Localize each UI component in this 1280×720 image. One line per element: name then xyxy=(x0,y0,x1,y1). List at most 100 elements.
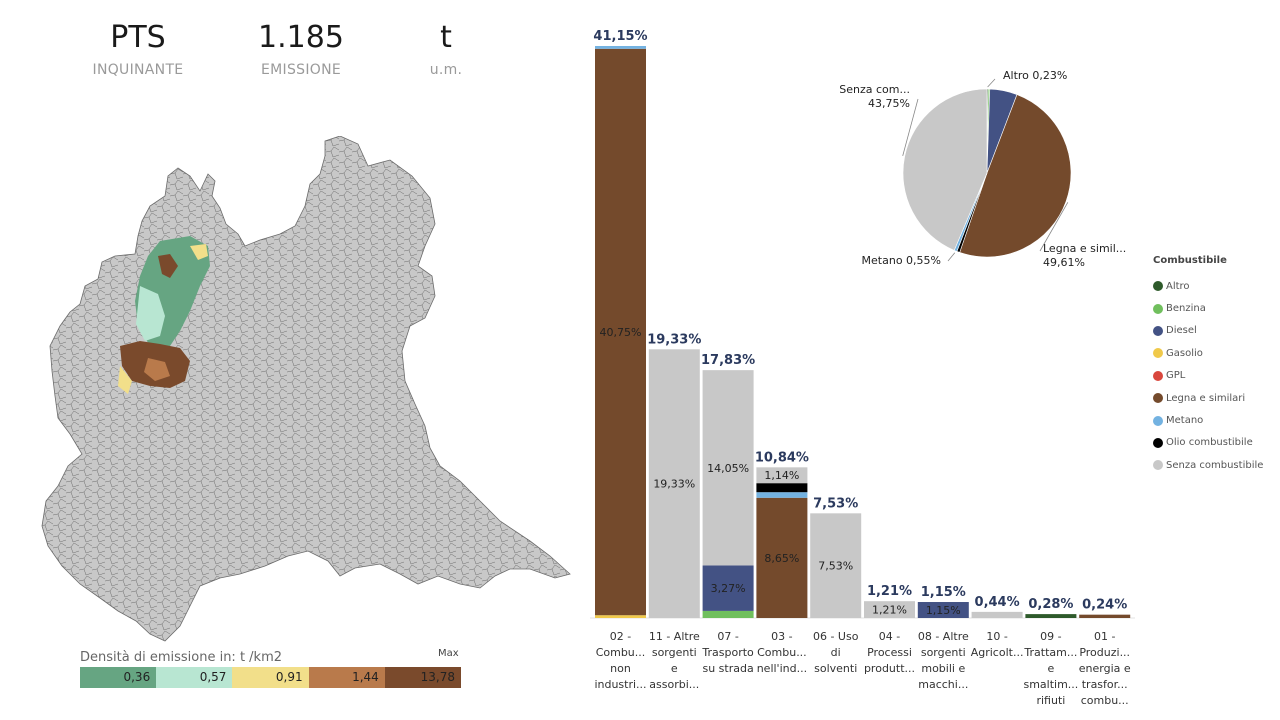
legend-dot-icon xyxy=(1153,348,1163,359)
density-zone-brown-north[interactable] xyxy=(158,254,178,278)
combustibile-legend-item[interactable]: Senza combustibile xyxy=(1153,454,1263,476)
kpi-pollutant-value: PTS xyxy=(110,20,166,55)
combustibile-legend-item[interactable]: Legna e similari xyxy=(1153,387,1263,409)
combustibile-legend: Combustibile Altro Benzina Diesel Gasolio GP… xyxy=(1153,255,1263,477)
kpi-emission: 1.185 EMISSIONE xyxy=(231,18,371,78)
category-label: Processi xyxy=(867,646,912,659)
combustibile-legend-item[interactable]: GPL xyxy=(1153,365,1263,387)
bar-segment[interactable] xyxy=(1025,614,1077,618)
combustibile-legend-label: Benzina xyxy=(1166,303,1206,315)
bar-segment[interactable] xyxy=(810,513,862,618)
bar-segment[interactable] xyxy=(702,610,754,618)
combustibile-legend-item[interactable]: Metano xyxy=(1153,409,1263,431)
combustibile-legend-label: GPL xyxy=(1166,370,1186,382)
kpi-pollutant-label: INQUINANTE xyxy=(92,62,184,78)
bar-segment-label: 1,15% xyxy=(926,604,961,617)
category-label: 01 - xyxy=(1094,630,1115,643)
bar-segment-label: 3,27% xyxy=(711,582,746,595)
bar-segment[interactable] xyxy=(648,349,700,618)
bar-total-label: 17,83% xyxy=(701,353,755,368)
pie-slice-label: Senza com... xyxy=(839,83,910,96)
kpi-pollutant: PTS INQUINANTE xyxy=(68,18,208,78)
legend-dot-icon xyxy=(1153,370,1163,381)
bar-segment[interactable] xyxy=(756,467,808,484)
category-label: Trattam... xyxy=(1023,646,1077,659)
category-label: solventi xyxy=(814,662,857,675)
bar-segment[interactable] xyxy=(595,46,646,49)
combustibile-legend-label: Olio combustibile xyxy=(1166,437,1253,449)
combustibile-legend-label: Diesel xyxy=(1166,325,1197,337)
pie-leader-line xyxy=(947,252,956,262)
kpi-unit-label: u.m. xyxy=(429,62,463,78)
bar-segment-label: 19,33% xyxy=(653,478,695,491)
pie-slice-label: Metano 0,55% xyxy=(862,254,941,267)
combustibile-legend-label: Gasolio xyxy=(1166,347,1203,359)
density-legend-bin: 0,57 xyxy=(156,667,233,688)
bar-chart: 40,75% 41,15% 02 - Combu... non industri... 19… xyxy=(590,29,1135,707)
category-label: sorgenti xyxy=(652,646,697,659)
combustibile-legend-label: Senza combustibile xyxy=(1166,459,1264,471)
category-label: macchi... xyxy=(918,678,968,691)
legend-dot-icon xyxy=(1153,393,1163,404)
bar-total-label: 1,15% xyxy=(921,585,966,600)
kpi-emission-value: 1.185 xyxy=(258,20,344,55)
bar-segment-label: 8,65% xyxy=(764,552,799,565)
lombardy-density-map[interactable] xyxy=(40,136,580,644)
density-legend-bin: 0,91 xyxy=(232,667,309,688)
bar-segment[interactable] xyxy=(756,492,808,498)
density-zone-lightgreen[interactable] xyxy=(136,286,165,341)
pie-leader-line xyxy=(902,98,919,156)
category-label: 04 - xyxy=(879,630,900,643)
bar-total-label: 10,84% xyxy=(755,450,809,465)
bar-segment[interactable] xyxy=(917,602,969,618)
bar-segment[interactable] xyxy=(756,497,808,618)
municipality-borders xyxy=(42,136,570,641)
category-label: nell'ind... xyxy=(757,662,807,675)
combustibile-legend-item[interactable]: Benzina xyxy=(1153,297,1263,319)
combustibile-legend-title: Combustibile xyxy=(1153,255,1227,266)
pie-slice-label: Legna e simil... xyxy=(1043,242,1126,255)
category-label: 11 - Altre xyxy=(649,630,700,643)
combustibile-legend-label: Altro xyxy=(1166,280,1190,292)
bar-segment[interactable] xyxy=(971,611,1023,618)
legend-dot-icon xyxy=(1153,281,1163,292)
bar-segment[interactable] xyxy=(595,48,646,616)
density-zone-yellow-north[interactable] xyxy=(190,244,208,260)
bar-segment[interactable] xyxy=(702,565,754,611)
bar-total-label: 0,28% xyxy=(1028,597,1073,612)
density-legend-title: Densità di emissione in: t /km2 xyxy=(80,650,283,665)
bar-segment[interactable] xyxy=(1079,614,1131,618)
bar-segment[interactable] xyxy=(756,483,808,493)
bar-segment[interactable] xyxy=(595,615,646,618)
category-label: Combu... xyxy=(757,646,807,659)
category-label: di xyxy=(831,646,841,659)
category-label: Agricolt... xyxy=(971,646,1024,659)
pie-chart: Altro 0,23% Legna e simil...49,61% Metano … xyxy=(839,69,1126,269)
kpi-emission-label: EMISSIONE xyxy=(261,62,341,78)
category-label: e xyxy=(1048,662,1055,675)
kpi-unit-value: t xyxy=(440,20,452,55)
legend-dot-icon xyxy=(1153,415,1163,426)
combustibile-legend-item[interactable]: Gasolio xyxy=(1153,342,1263,364)
combustibile-legend-item[interactable]: Altro xyxy=(1153,275,1263,297)
bar-segment[interactable] xyxy=(864,601,915,618)
legend-dot-icon xyxy=(1153,325,1163,336)
category-label: 08 - Altre xyxy=(918,630,969,643)
combustibile-legend-item[interactable]: Diesel xyxy=(1153,320,1263,342)
category-label: Trasporto xyxy=(701,646,754,659)
pie-slice-label: Altro 0,23% xyxy=(1003,69,1067,82)
category-label: 03 - xyxy=(771,630,792,643)
category-label: energia e xyxy=(1079,662,1131,675)
pie-leader-line xyxy=(987,78,996,88)
combustibile-legend-label: Legna e similari xyxy=(1166,392,1246,404)
combustibile-legend-item[interactable]: Olio combustibile xyxy=(1153,432,1263,454)
category-label: 09 - xyxy=(1040,630,1061,643)
pie-slice[interactable] xyxy=(959,94,1072,258)
bar-segment[interactable] xyxy=(702,370,754,566)
bar-total-label: 41,15% xyxy=(593,29,647,44)
density-zone-brown[interactable] xyxy=(144,358,170,381)
pie-slice[interactable] xyxy=(902,88,988,251)
bar-segment-label: 14,05% xyxy=(707,462,749,475)
density-zone-yellow-south[interactable] xyxy=(118,366,132,394)
density-legend-bin: 13,78 xyxy=(384,667,462,688)
